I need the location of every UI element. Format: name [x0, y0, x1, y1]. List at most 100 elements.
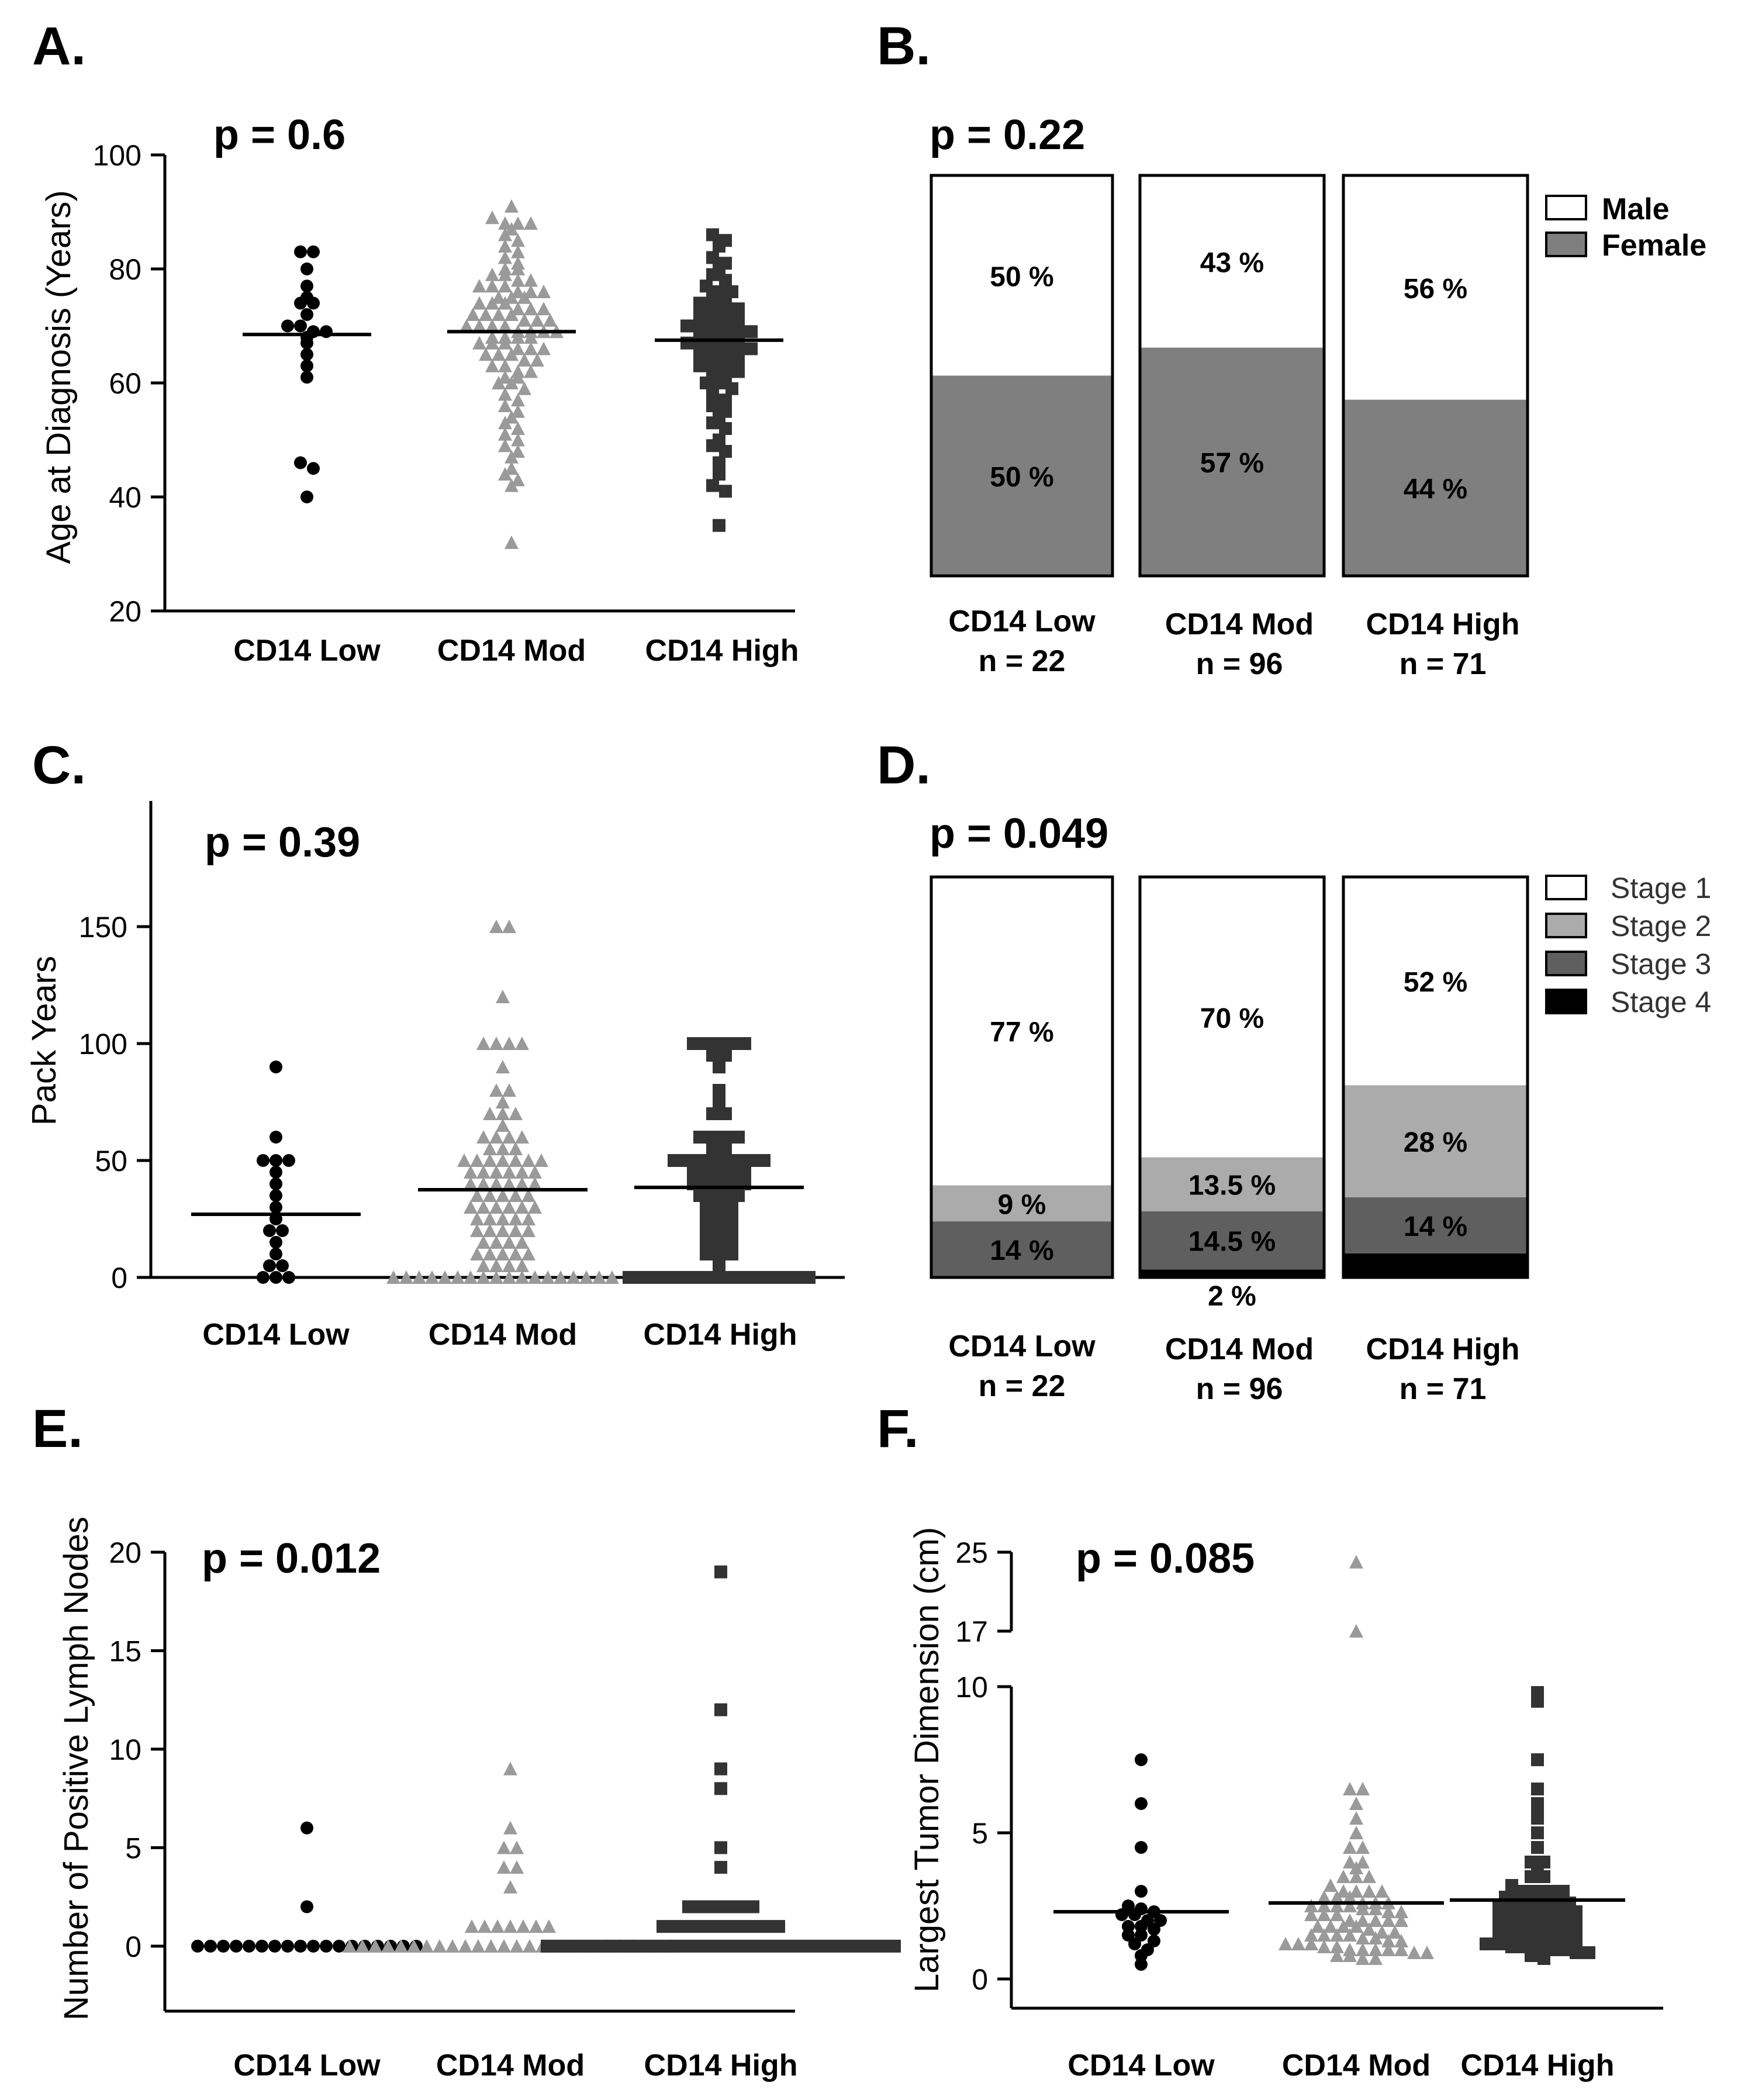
- data-point: [1557, 1943, 1570, 1956]
- panel-f-category-label: CD14 High: [1461, 2049, 1615, 2082]
- data-point: [515, 1259, 529, 1272]
- data-point: [713, 1248, 725, 1260]
- data-point: [714, 1565, 727, 1579]
- y-tick-label: 15: [109, 1635, 141, 1667]
- data-point: [719, 422, 732, 435]
- panel-b-category-label: CD14 Mod: [1165, 607, 1314, 641]
- data-point: [502, 1083, 516, 1097]
- data-point: [875, 1939, 888, 1953]
- data-point: [498, 427, 512, 441]
- data-point: [381, 1939, 395, 1953]
- bar-segment: [1140, 877, 1324, 1158]
- data-point: [747, 1920, 759, 1933]
- data-point: [693, 1154, 706, 1167]
- panel-e-category-label: CD14 Low: [233, 2049, 381, 2082]
- data-point: [706, 348, 719, 361]
- data-point: [719, 1131, 732, 1144]
- data-point: [732, 313, 745, 327]
- data-point: [333, 1939, 345, 1953]
- data-point: [700, 1271, 713, 1284]
- data-point: [483, 1189, 497, 1202]
- data-point: [669, 1939, 682, 1953]
- data-point: [457, 1153, 471, 1167]
- data-point: [713, 1213, 725, 1225]
- data-point: [490, 1919, 505, 1933]
- data-point: [485, 267, 499, 281]
- data-point: [1531, 1753, 1544, 1766]
- bar-data-label: 52 %: [1404, 967, 1467, 998]
- data-point: [732, 354, 745, 367]
- data-point: [700, 1213, 713, 1225]
- panel-a-pvalue: p = 0.6: [213, 112, 345, 158]
- data-point: [420, 1939, 434, 1953]
- data-point: [505, 347, 519, 361]
- panel-e-category-label: CD14 High: [644, 2049, 798, 2082]
- data-point: [708, 1900, 721, 1914]
- legend-swatch-male: [1545, 195, 1587, 220]
- data-point: [498, 336, 512, 350]
- data-point: [706, 1142, 719, 1155]
- y-tick-label: 0: [111, 1262, 127, 1294]
- data-point: [521, 1224, 535, 1237]
- data-point: [542, 1919, 556, 1933]
- data-point: [517, 381, 531, 395]
- data-point: [515, 1270, 529, 1284]
- bar-data-label: 57 %: [1200, 448, 1264, 479]
- bar-data-label: 28 %: [1404, 1127, 1467, 1158]
- data-point: [502, 1270, 516, 1284]
- data-point: [511, 273, 525, 287]
- y-tick-label: 10: [955, 1671, 988, 1704]
- data-point: [1525, 1870, 1537, 1883]
- data-point: [511, 330, 525, 344]
- panel-b-n-label: n = 22: [979, 644, 1066, 678]
- data-point: [1330, 1908, 1344, 1921]
- data-point: [1317, 1890, 1331, 1904]
- data-point: [751, 1271, 764, 1284]
- data-point: [1369, 1931, 1383, 1944]
- data-point: [1375, 1884, 1389, 1898]
- data-point: [269, 1061, 282, 1073]
- data-point: [263, 1259, 276, 1272]
- bar-data-label: 77 %: [990, 1017, 1053, 1048]
- data-point: [1388, 1925, 1402, 1939]
- data-point: [498, 416, 512, 430]
- y-tick-label: 0: [125, 1930, 141, 1963]
- data-point: [498, 267, 512, 281]
- bar-data-label: 2 %: [1208, 1281, 1256, 1312]
- data-point: [355, 1939, 369, 1953]
- data-point: [479, 308, 493, 321]
- data-point: [1518, 1929, 1531, 1942]
- data-point: [695, 1920, 708, 1933]
- data-point: [708, 1920, 721, 1933]
- bar-outline: [1138, 875, 1326, 1279]
- data-point: [713, 1096, 725, 1108]
- data-point: [1381, 1905, 1395, 1918]
- data-point: [1343, 1782, 1357, 1795]
- data-point: [592, 1939, 605, 1953]
- data-point: [521, 1212, 535, 1225]
- data-point: [747, 1900, 759, 1914]
- data-point: [521, 1247, 535, 1260]
- data-point: [687, 1166, 700, 1179]
- data-point: [300, 1900, 313, 1914]
- data-point: [498, 250, 512, 264]
- data-point: [489, 920, 503, 933]
- data-point: [1381, 1914, 1395, 1927]
- data-point: [732, 1189, 745, 1202]
- data-point: [268, 1939, 281, 1953]
- data-point: [695, 1939, 708, 1953]
- data-point: [524, 273, 538, 287]
- data-point: [470, 1212, 484, 1225]
- data-point: [537, 341, 551, 355]
- panel-f-letter: F.: [877, 1399, 919, 1459]
- data-point: [682, 1900, 695, 1914]
- data-point: [837, 1939, 849, 1953]
- data-point: [530, 313, 544, 327]
- data-point: [721, 1920, 734, 1933]
- data-point: [503, 1880, 517, 1894]
- data-point: [511, 393, 525, 407]
- data-point: [459, 319, 474, 333]
- data-point: [708, 1939, 721, 1953]
- data-point: [496, 1224, 510, 1237]
